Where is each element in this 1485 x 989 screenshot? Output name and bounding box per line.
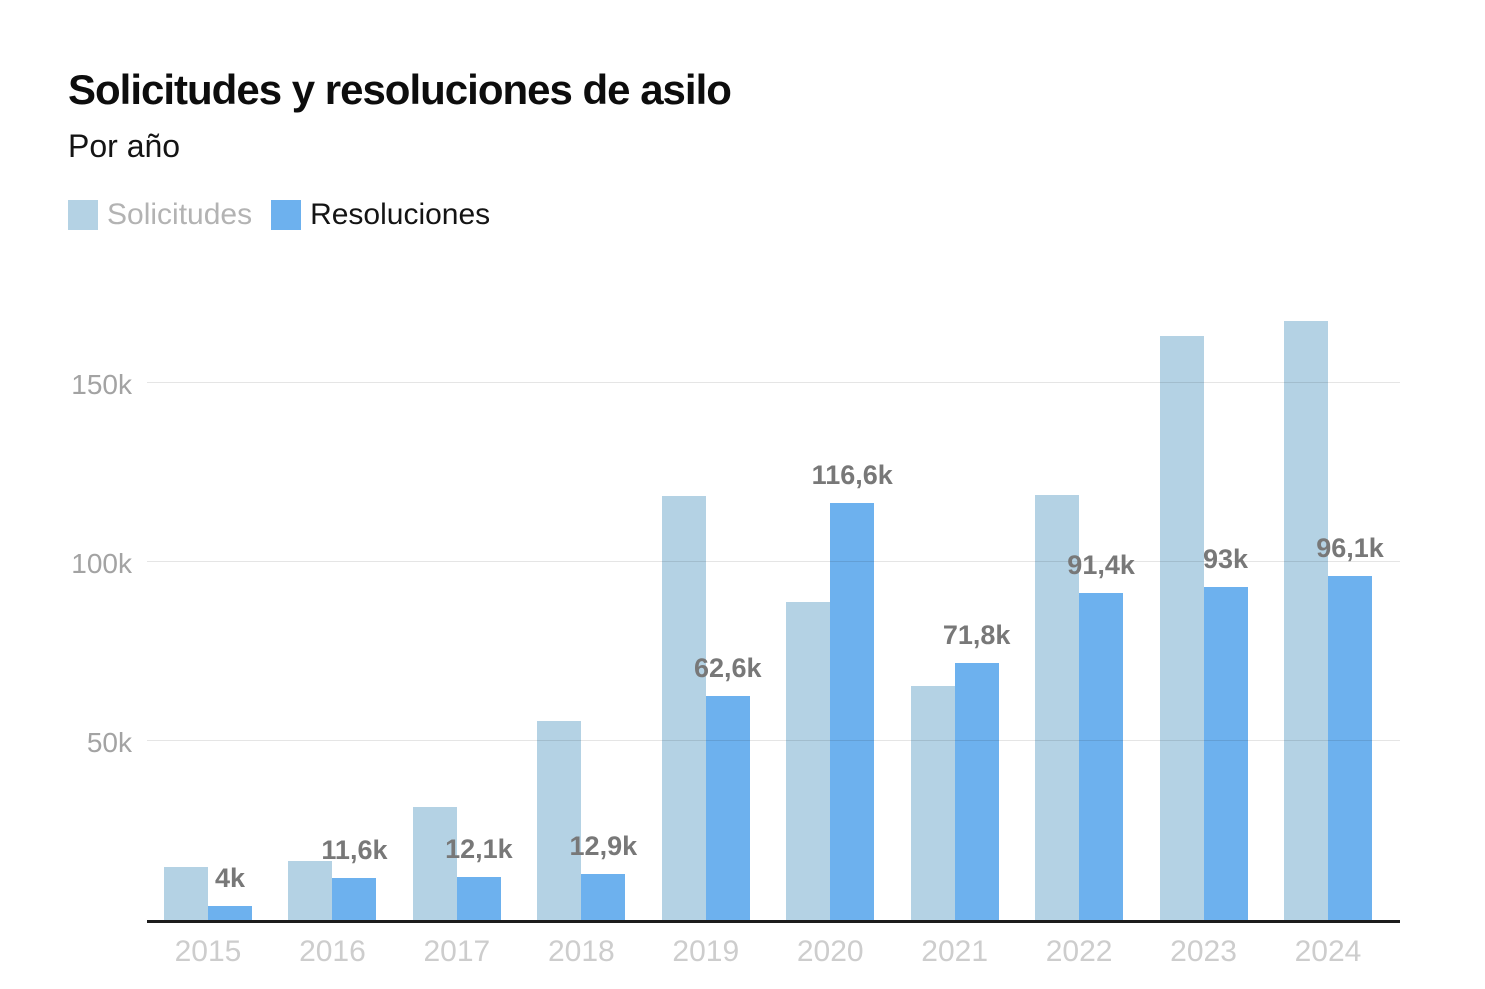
bar-solicitudes-2018[interactable]	[537, 720, 582, 920]
solicitudes-swatch-icon	[68, 200, 98, 230]
bar-label-resoluciones-2020: 116,6k	[811, 459, 893, 490]
bar-label-resoluciones-2023: 93k	[1203, 544, 1249, 575]
bar-solicitudes-2023[interactable]	[1159, 335, 1204, 920]
chart-title: Solicitudes y resoluciones de asilo	[68, 66, 732, 113]
gridline-150k	[147, 382, 1400, 383]
gridline-50k	[147, 740, 1400, 741]
bar-label-resoluciones-2015: 4k	[214, 862, 246, 893]
bar-label-resoluciones-2022: 91,4k	[1067, 549, 1135, 580]
bar-solicitudes-2015[interactable]	[164, 866, 208, 920]
bar-solicitudes-2016[interactable]	[288, 860, 333, 920]
bar-label-resoluciones-2021: 71,8k	[942, 619, 1011, 650]
x-axis-tick-2018: 2018	[547, 935, 615, 968]
x-axis-tick-2020: 2020	[796, 935, 864, 968]
x-axis-tick-2019: 2019	[672, 935, 740, 968]
x-axis-tick-2022: 2022	[1045, 935, 1113, 968]
bar-resoluciones-2015[interactable]	[208, 905, 252, 920]
y-axis-tick-50k: 50k	[86, 727, 132, 758]
bar-resoluciones-2019[interactable]	[705, 695, 750, 920]
bar-label-resoluciones-2016: 11,6k	[321, 835, 388, 866]
bar-solicitudes-2019[interactable]	[661, 496, 706, 920]
bar-label-resoluciones-2018: 12,9k	[569, 830, 638, 861]
x-axis-tick-2016: 2016	[299, 935, 366, 968]
x-axis-tick-2015: 2015	[174, 935, 242, 968]
y-axis-tick-150k: 150k	[71, 369, 132, 400]
bar-solicitudes-2020[interactable]	[786, 602, 831, 920]
legend-item-resoluciones[interactable]: Resoluciones	[271, 198, 490, 232]
bar-resoluciones-2018[interactable]	[581, 873, 626, 920]
bar-solicitudes-2022[interactable]	[1035, 494, 1080, 920]
x-axis-tick-2017: 2017	[423, 935, 491, 968]
y-axis-tick-100k: 100k	[71, 548, 132, 579]
x-axis-tick-2021: 2021	[921, 935, 989, 968]
legend-label-solicitudes: Solicitudes	[107, 198, 253, 231]
bar-label-resoluciones-2017: 12,1k	[445, 833, 513, 864]
legend: Solicitudes Resoluciones	[68, 198, 490, 232]
chart-subtitle: Por año	[68, 128, 181, 164]
x-axis-tick-2024: 2024	[1294, 935, 1362, 968]
plot-area: 4k 11,6k 12,1k 12,9k 62,6k 116,6k 71,8k 91,4k 93…	[147, 280, 1400, 923]
bar-resoluciones-2020[interactable]	[830, 502, 875, 920]
bar-solicitudes-2017[interactable]	[412, 806, 457, 920]
bar-resoluciones-2022[interactable]	[1079, 592, 1124, 920]
bar-resoluciones-2021[interactable]	[954, 662, 999, 920]
bar-resoluciones-2017[interactable]	[456, 876, 501, 920]
x-axis-tick-2023: 2023	[1170, 935, 1237, 968]
legend-label-resoluciones: Resoluciones	[310, 198, 491, 231]
bar-resoluciones-2016[interactable]	[332, 878, 377, 920]
bar-solicitudes-2024[interactable]	[1283, 320, 1328, 920]
legend-item-solicitudes[interactable]: Solicitudes	[68, 198, 252, 232]
bar-solicitudes-2021[interactable]	[910, 685, 955, 920]
bar-resoluciones-2023[interactable]	[1203, 587, 1248, 920]
resoluciones-swatch-icon	[271, 200, 302, 230]
bar-label-resoluciones-2019: 62,6k	[693, 652, 762, 683]
bar-resoluciones-2024[interactable]	[1327, 575, 1372, 920]
gridline-100k	[147, 561, 1400, 562]
bar-label-resoluciones-2024: 96,1k	[1316, 532, 1384, 563]
